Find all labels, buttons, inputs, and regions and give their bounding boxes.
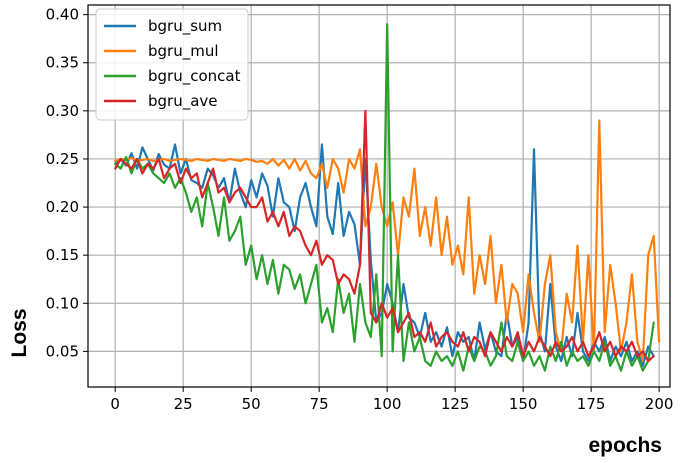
legend-label: bgru_mul: [148, 42, 219, 61]
y-axis-label: Loss: [8, 308, 31, 357]
legend-label: bgru_sum: [148, 17, 222, 36]
x-tick-label: 150: [509, 395, 538, 413]
y-tick-label: 0.15: [46, 246, 79, 264]
series-line-bgru-concat: [114, 23, 655, 372]
y-axis-ticks: 0.05 0.10 0.15 0.20 0.25 0.30 0.35 0.40: [46, 6, 88, 360]
plot-frame: [87, 4, 671, 388]
y-tick-label: 0.10: [46, 294, 79, 312]
legend-label: bgru_ave: [148, 92, 218, 111]
x-tick-label: 175: [577, 395, 606, 413]
y-tick-label: 0.25: [46, 150, 79, 168]
legend-label: bgru_concat: [148, 67, 241, 86]
y-tick-label: 0.20: [46, 198, 79, 216]
series-line-bgru-mul: [114, 119, 661, 363]
series-line-bgru-ave: [114, 109, 655, 363]
x-tick-label: 25: [174, 395, 193, 413]
x-tick-label: 50: [242, 395, 261, 413]
legend: bgru_sum bgru_mul bgru_concat bgru_ave: [95, 8, 249, 121]
x-axis-ticks: 0 25 50 75 100 125 150 175 200: [110, 387, 673, 413]
legend-box: [95, 8, 249, 121]
x-axis-label: epochs: [588, 434, 662, 457]
x-tick-label: 200: [645, 395, 674, 413]
x-tick-label: 75: [310, 395, 329, 413]
y-tick-label: 0.30: [46, 102, 79, 120]
x-tick-label: 125: [441, 395, 470, 413]
y-tick-label: 0.05: [46, 342, 79, 360]
y-tick-label: 0.35: [46, 54, 79, 72]
x-tick-label: 100: [373, 395, 402, 413]
x-tick-label: 0: [110, 395, 120, 413]
series-layer: [114, 23, 661, 372]
grid: [88, 5, 670, 387]
y-tick-label: 0.40: [46, 6, 79, 24]
